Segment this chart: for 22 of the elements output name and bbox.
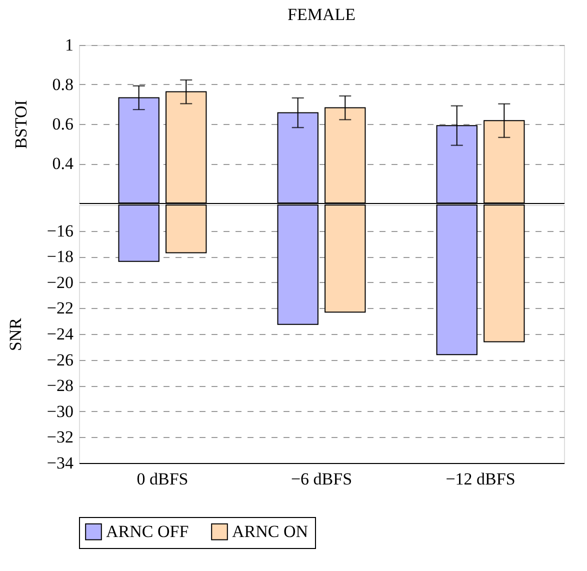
y-tick-label: 0.8 — [52, 75, 74, 94]
y-tick-label: −20 — [46, 272, 74, 292]
legend-label: ARNC OFF — [106, 522, 189, 541]
x-tick-label: −6 dBFS — [290, 470, 352, 488]
y-axis-title: BSTOI — [11, 100, 30, 149]
y-tick-label: 0.6 — [52, 114, 74, 134]
y-tick-label: −16 — [46, 221, 74, 240]
x-tick-label: −12 dBFS — [446, 470, 516, 488]
legend-label: ARNC ON — [232, 522, 308, 541]
y-tick-label: −34 — [46, 454, 74, 472]
y-tick-label: −18 — [46, 247, 74, 266]
y-tick-label: −24 — [46, 324, 74, 344]
x-tick-label: 0 dBFS — [136, 470, 188, 488]
y-tick-label: −32 — [46, 428, 74, 447]
y-tick-label: −28 — [46, 376, 74, 396]
y-tick-label: −26 — [46, 350, 74, 370]
y-tick-label: −22 — [46, 298, 74, 318]
y-axis-title: SNR — [6, 317, 25, 352]
chart-title: FEMALE — [288, 5, 356, 24]
y-tick-label: 0.4 — [52, 154, 74, 173]
y-tick-label: −30 — [46, 402, 74, 421]
y-tick-label: 1 — [65, 36, 74, 54]
